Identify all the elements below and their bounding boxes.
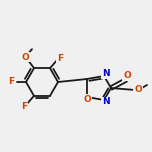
- Text: F: F: [21, 102, 27, 111]
- Text: O: O: [134, 85, 142, 95]
- Text: O: O: [83, 95, 91, 104]
- Text: N: N: [102, 69, 110, 78]
- Text: O: O: [123, 71, 131, 81]
- Text: O: O: [21, 53, 29, 62]
- Text: F: F: [8, 78, 14, 86]
- Text: N: N: [102, 97, 110, 107]
- Text: F: F: [57, 54, 63, 63]
